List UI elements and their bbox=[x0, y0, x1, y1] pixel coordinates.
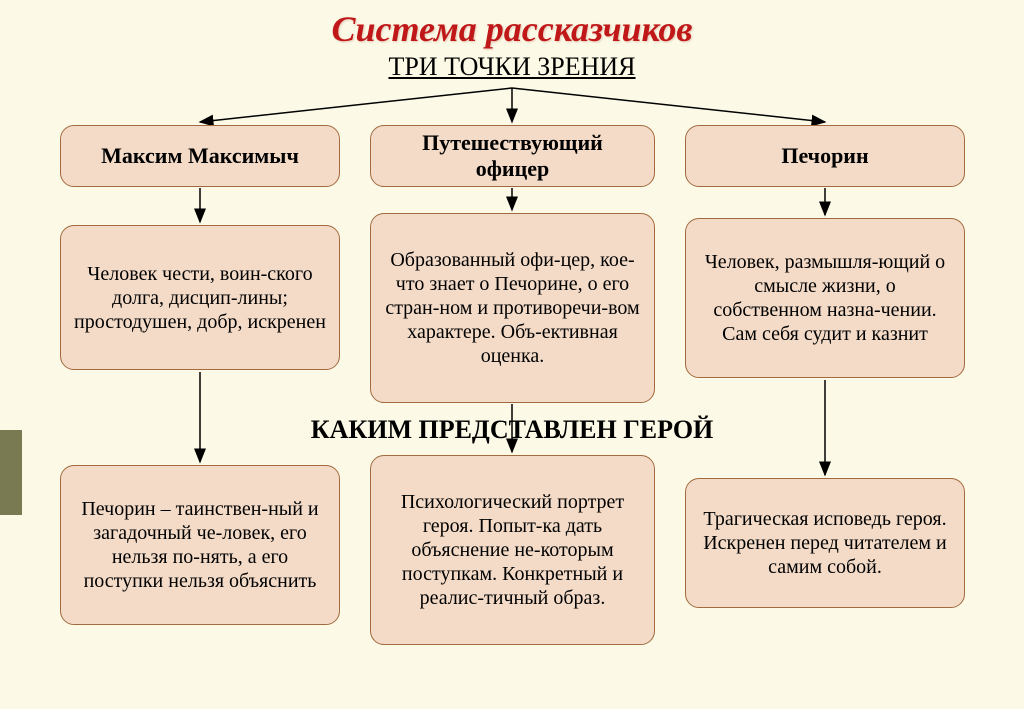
narrator-name-pechorin: Печорин bbox=[685, 125, 965, 187]
desc-text: Человек чести, воин-ского долга, дисцип-… bbox=[73, 262, 327, 334]
subtitle: ТРИ ТОЧКИ ЗРЕНИЯ bbox=[0, 52, 1024, 82]
narrator-desc2-pechorin: Трагическая исповедь героя. Искренен пер… bbox=[685, 478, 965, 608]
narrator-name-maksim: Максим Максимыч bbox=[60, 125, 340, 187]
narrator-desc1-officer: Образованный офи-цер, кое-что знает о Пе… bbox=[370, 213, 655, 403]
narrator-name-label: Максим Максимыч bbox=[101, 143, 299, 169]
narrator-desc1-pechorin: Человек, размышля-ющий о смысле жизни, о… bbox=[685, 218, 965, 378]
narrator-desc2-maksim: Печорин – таинствен-ный и загадочный че-… bbox=[60, 465, 340, 625]
narrator-name-officer: Путешествующий офицер bbox=[370, 125, 655, 187]
desc-text: Человек, размышля-ющий о смысле жизни, о… bbox=[698, 250, 952, 346]
main-title: Система рассказчиков bbox=[0, 0, 1024, 50]
desc-text: Трагическая исповедь героя. Искренен пер… bbox=[698, 507, 952, 579]
desc-text: Психологический портрет героя. Попыт-ка … bbox=[383, 490, 642, 610]
narrator-desc2-officer: Психологический портрет героя. Попыт-ка … bbox=[370, 455, 655, 645]
desc-text: Образованный офи-цер, кое-что знает о Пе… bbox=[383, 248, 642, 368]
section-title: КАКИМ ПРЕДСТАВЛЕН ГЕРОЙ bbox=[0, 415, 1024, 445]
narrator-desc1-maksim: Человек чести, воин-ского долга, дисцип-… bbox=[60, 225, 340, 370]
narrator-name-label: Путешествующий офицер bbox=[383, 130, 642, 182]
desc-text: Печорин – таинствен-ный и загадочный че-… bbox=[73, 497, 327, 593]
narrator-name-label: Печорин bbox=[781, 143, 868, 169]
